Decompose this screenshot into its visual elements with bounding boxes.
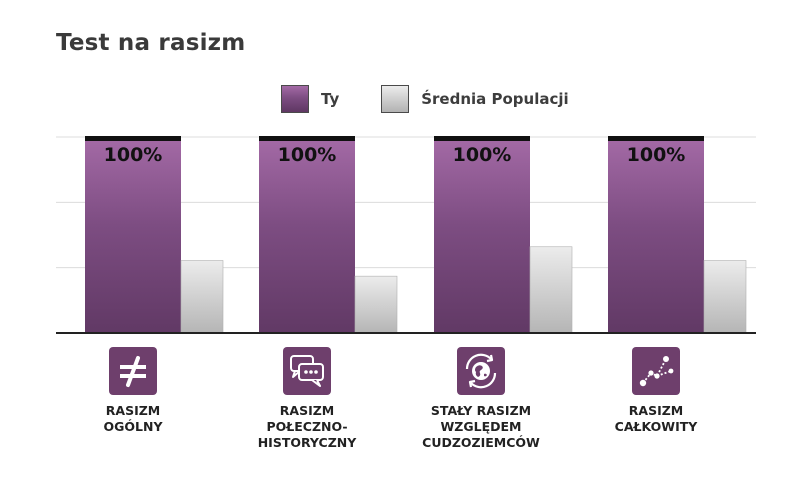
legend-item-you[interactable]: Ty [281,85,339,113]
category-label-general-racism: RASIZM OGÓLNY [103,403,163,434]
scatter-points-icon [632,347,680,395]
bar-you-3[interactable] [434,137,530,333]
bar-population-average-1[interactable] [180,260,224,334]
bar-you-4[interactable] [608,137,704,333]
bar-you-cap-3 [434,136,530,141]
category-label-socio-historical-racism: RASIZM POŁECZNO- HISTORYCZNY [257,403,357,450]
legend-swatch-population-average [381,85,410,113]
legend-label-population-average: Średnia Populacji [421,90,569,108]
bar-you-cap-2 [259,136,355,141]
legend: Ty Średnia Populacji [281,84,569,114]
category-label-racism-towards-foreigners: STAŁY RASIZM WZGLĘDEM CUDZOZIEMCÓW [422,403,540,450]
bar-population-average-2[interactable] [354,275,398,334]
legend-swatch-you [281,85,309,113]
bar-you-1[interactable] [85,137,181,333]
globe-arrows-icon [457,347,505,395]
chart-title: Test na rasizm [56,30,246,56]
data-label-you-2: 100% [278,144,337,166]
bar-you-cap-1 [85,136,181,141]
bars: 100% 100% 100% 100% [85,136,747,334]
legend-label-you: Ty [321,90,340,108]
category-label-total-racism: RASIZM CAŁKOWITY [614,403,698,434]
bar-population-average-4[interactable] [703,260,747,334]
data-label-you-3: 100% [453,144,512,166]
speech-bubbles-icon [283,347,331,395]
legend-item-population-average[interactable]: Średnia Populacji [381,85,569,113]
bar-population-average-3[interactable] [529,246,573,334]
bar-you-2[interactable] [259,137,355,333]
data-label-you-4: 100% [627,144,686,166]
bar-you-cap-4 [608,136,704,141]
data-label-you-1: 100% [104,144,163,166]
not-equal-icon [109,347,157,395]
